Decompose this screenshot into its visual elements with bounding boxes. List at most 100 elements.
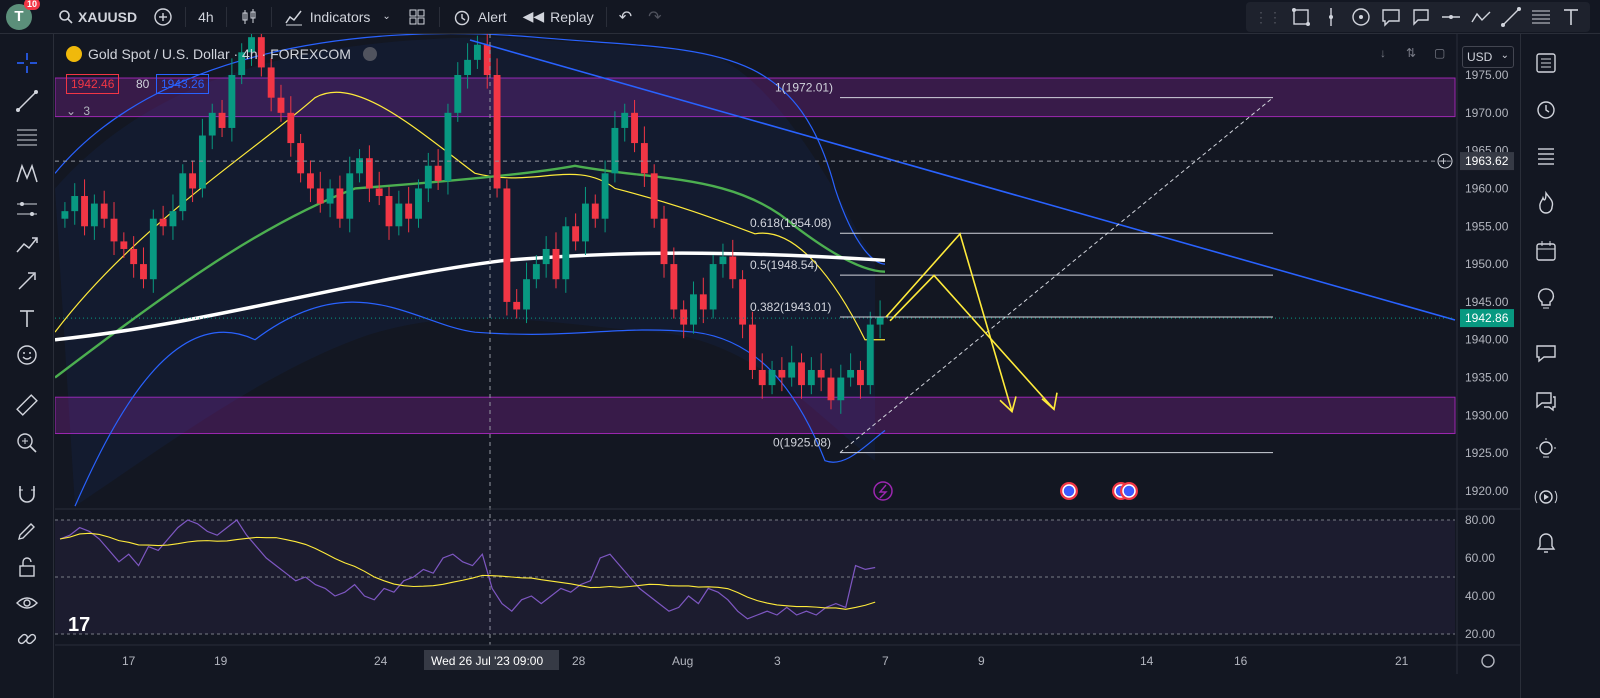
fib-retracement-icon[interactable] <box>14 124 40 150</box>
candle-body[interactable] <box>866 324 874 386</box>
candle-body[interactable] <box>729 256 737 280</box>
collapse-icon[interactable]: ⇅ <box>1406 46 1417 60</box>
messages-icon[interactable] <box>1533 388 1559 414</box>
candle-body[interactable] <box>375 188 383 197</box>
settings-gear-icon[interactable] <box>1481 654 1495 668</box>
replay-button[interactable]: ◀◀ Replay <box>515 0 602 34</box>
candle-body[interactable] <box>660 218 668 265</box>
candle-body[interactable] <box>690 294 697 325</box>
layout-templates-button[interactable] <box>399 0 435 34</box>
text-icon[interactable] <box>14 306 40 332</box>
candle-body[interactable] <box>817 369 825 378</box>
legend-collapse-icon[interactable] <box>362 47 377 61</box>
indicators-toggle[interactable]: ⌄ 3 <box>66 104 90 118</box>
candle-body[interactable] <box>208 112 216 136</box>
calendar-icon[interactable] <box>1533 238 1559 264</box>
candle-body[interactable] <box>640 143 648 174</box>
candle-body[interactable] <box>434 165 442 181</box>
price-chart[interactable]: 1(1972.01) 0.618(1954.08) 0.5(1948.54) 0.38… <box>55 34 1520 698</box>
scroll-down-icon[interactable]: ↓ <box>1380 46 1386 60</box>
ideas-bulb-icon[interactable] <box>1533 286 1559 312</box>
candle-body[interactable] <box>454 75 462 113</box>
eye-icon[interactable] <box>14 590 40 616</box>
candle-body[interactable] <box>169 211 177 227</box>
candle-body[interactable] <box>346 173 354 219</box>
trend-line-tool-icon[interactable] <box>1500 6 1522 28</box>
candle-body[interactable] <box>297 143 305 174</box>
bid-price-button[interactable]: 1942.46 <box>66 74 120 94</box>
circle-tool-icon[interactable] <box>1350 6 1372 28</box>
redo-button[interactable]: ↷ <box>640 0 669 34</box>
emoji-icon[interactable] <box>14 342 40 368</box>
candle-body[interactable] <box>699 294 707 310</box>
draw-lock-icon[interactable] <box>14 518 40 544</box>
candle-body[interactable] <box>552 248 560 280</box>
candle-body[interactable] <box>709 264 717 310</box>
notifications-bell-icon[interactable] <box>1533 530 1559 556</box>
candle-body[interactable] <box>218 112 226 128</box>
candle-body[interactable] <box>778 369 786 378</box>
alert-button[interactable]: Alert <box>444 0 515 34</box>
candle-body[interactable] <box>493 75 501 189</box>
candle-body[interactable] <box>837 377 845 401</box>
candle-body[interactable] <box>61 211 69 219</box>
watchlist-icon[interactable] <box>1533 50 1559 76</box>
pattern-icon[interactable] <box>14 160 40 186</box>
candle-body[interactable] <box>307 173 314 189</box>
candle-body[interactable] <box>650 173 658 219</box>
maximize-icon[interactable]: ▢ <box>1434 46 1446 60</box>
magnet-icon[interactable] <box>14 482 40 508</box>
rectangle-tool-icon[interactable] <box>1290 6 1312 28</box>
candle-body[interactable] <box>248 37 255 53</box>
candle-body[interactable] <box>316 188 324 204</box>
ask-price-button[interactable]: 1943.26 <box>156 74 210 94</box>
candle-body[interactable] <box>228 75 236 128</box>
candle-body[interactable] <box>120 241 128 249</box>
candle-body[interactable] <box>473 44 481 60</box>
candle-body[interactable] <box>90 203 98 227</box>
candle-body[interactable] <box>503 188 511 302</box>
add-alert-plus-icon[interactable] <box>1437 153 1453 169</box>
candle-body[interactable] <box>336 188 344 219</box>
candle-body[interactable] <box>159 218 167 227</box>
candle-body[interactable] <box>385 196 393 227</box>
candle-body[interactable] <box>356 158 363 174</box>
alerts-clock-icon[interactable] <box>1533 96 1559 122</box>
candle-body[interactable] <box>100 203 108 219</box>
candle-body[interactable] <box>257 37 265 68</box>
candle-body[interactable] <box>464 59 472 75</box>
candle-body[interactable] <box>798 362 805 386</box>
candle-body[interactable] <box>71 196 79 212</box>
candle-body[interactable] <box>562 226 570 280</box>
candle-body[interactable] <box>149 218 157 280</box>
candle-body[interactable] <box>631 112 638 144</box>
candle-body[interactable] <box>444 112 452 181</box>
vertical-line-tool-icon[interactable] <box>1320 6 1342 28</box>
candle-body[interactable] <box>582 203 589 242</box>
link-icon[interactable] <box>14 626 40 652</box>
comment-tool-icon[interactable] <box>1410 6 1432 28</box>
lock-icon[interactable] <box>14 554 40 580</box>
candle-body[interactable] <box>719 256 727 265</box>
data-window-icon[interactable] <box>1533 142 1559 168</box>
prediction-icon[interactable] <box>14 196 40 222</box>
signals-bulb-icon[interactable] <box>1533 436 1559 462</box>
candle-body[interactable] <box>81 196 88 227</box>
projection-arrow[interactable] <box>885 232 1013 412</box>
candle-body[interactable] <box>807 369 815 386</box>
chats-icon[interactable] <box>1533 340 1559 366</box>
brush-icon[interactable] <box>14 268 40 294</box>
text-tool-icon[interactable] <box>1560 6 1582 28</box>
candle-body[interactable] <box>326 188 334 204</box>
candle-body[interactable] <box>611 127 619 174</box>
trend-line-icon[interactable] <box>14 88 40 114</box>
candle-body[interactable] <box>238 52 246 75</box>
candle-body[interactable] <box>758 369 766 386</box>
candle-body[interactable] <box>768 369 776 386</box>
callout-tool-icon[interactable] <box>1380 6 1402 28</box>
candle-body[interactable] <box>140 264 147 280</box>
crosshair-icon[interactable] <box>14 50 40 76</box>
forecast-icon[interactable] <box>14 232 40 258</box>
candle-body[interactable] <box>788 362 796 378</box>
fib-tool-icon[interactable] <box>1530 6 1552 28</box>
